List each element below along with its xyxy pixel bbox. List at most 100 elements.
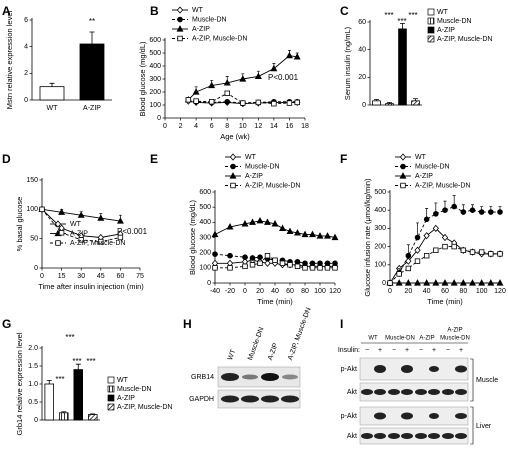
blot-frame [359,357,469,381]
legend-swatch [427,8,435,16]
marker [469,249,476,255]
x-axis-label: Age (wk) [220,132,250,141]
x-tick-label: 20 [256,288,264,295]
tissue-label: Muscle [476,377,498,384]
annotation: *** [397,17,406,26]
marker [279,260,286,266]
legend-swatch [427,26,435,34]
marker [270,64,278,72]
y-axis-label: Mstn relative expression level [5,10,14,109]
insulin-sign: + [378,347,382,354]
marker [240,100,246,106]
marker [287,262,293,268]
y-tick-label: 200 [149,89,161,96]
panel-letter: B [150,4,159,18]
marker [116,217,124,224]
marker [227,252,233,259]
panel-letter: A [2,4,11,18]
legend-swatch [427,17,435,25]
chart-panel: A 0 2 4 6 Mstn relative expression level ** WT A… [2,4,112,112]
marker [432,224,439,233]
band [261,373,279,381]
marker [117,234,124,241]
marker [497,209,503,215]
error-bar [374,99,379,101]
marker [39,206,45,213]
y-tick-label: 40 [358,47,366,54]
error-bar [61,411,67,413]
legend-label: Muscle-DN [415,163,450,170]
marker [177,35,183,42]
bar [398,28,407,106]
marker [271,220,279,227]
marker [286,227,294,235]
x-tick-label: 0 [163,123,167,130]
legend-label: WT [192,7,204,14]
marker [301,230,309,238]
x-tick-label: 120 [494,288,506,295]
blot-column: Muscle-DN [247,326,265,361]
x-tick-label: 8 [225,123,229,130]
marker [317,260,323,267]
y-tick-label: 0 [207,280,211,287]
panel-letter: I [340,317,343,331]
y-axis-label: Glucose infusion rate (μmol/kg/min) [363,178,372,297]
panel-letter: E [150,152,158,166]
marker [264,218,271,225]
marker [400,182,406,189]
y-tick-label: 400 [374,207,386,214]
marker [242,263,248,270]
marker [302,265,308,271]
marker [229,153,237,161]
marker [441,233,449,242]
insulin-label: Insulin: [338,347,360,354]
error-bar [46,380,52,384]
marker [176,25,184,32]
y-tick-label: 50 [30,236,38,243]
marker [451,203,457,210]
marker [257,260,263,266]
legend-label: WT [70,221,82,228]
x-tick-label: 100 [476,288,488,295]
bar [411,100,420,106]
marker [497,251,503,257]
y-tick-label: 100 [374,262,386,269]
marker [257,254,263,261]
x-tick-label: 40 [271,288,279,295]
legend-label: A-ZIP [415,173,433,180]
legend-swatch [107,394,115,402]
blot-row: GRB14 [191,374,214,381]
x-tick-label: 45 [97,273,105,280]
legend-swatch [107,403,115,411]
insulin-sign: − [446,347,450,354]
x-tick-label: 6 [210,123,214,130]
legend-label: A-ZIP [437,27,455,34]
legend-label: Muscle-DN [245,163,280,170]
marker [405,257,412,265]
marker [324,232,331,239]
panel-letter: H [183,317,192,331]
blot-h: H WT Muscle-DN A-ZIP A-ZIP, Muscle-DN GR… [183,307,313,409]
insulin-sign: + [405,347,409,354]
marker [77,211,85,218]
marker [185,97,192,103]
marker [230,163,236,170]
bracket [470,358,474,445]
blot-frame [359,427,469,445]
y-tick-label: 0 [34,265,38,272]
band [221,395,239,403]
legend-label: A-ZIP, Muscle-DN [245,182,301,189]
x-tick-label: 80 [301,288,309,295]
y-axis-label: Grb14 relative expression level [15,332,24,435]
marker [242,254,248,261]
x-tick-label: 2 [179,123,183,130]
marker [230,182,236,189]
y-tick-label: 4 [24,44,28,51]
x-tick-label: 75 [136,273,144,280]
band [261,395,279,403]
y-tick-label: 1.0 [28,381,38,388]
y-tick-label: 500 [199,204,211,211]
y-tick-label: 500 [374,189,386,196]
